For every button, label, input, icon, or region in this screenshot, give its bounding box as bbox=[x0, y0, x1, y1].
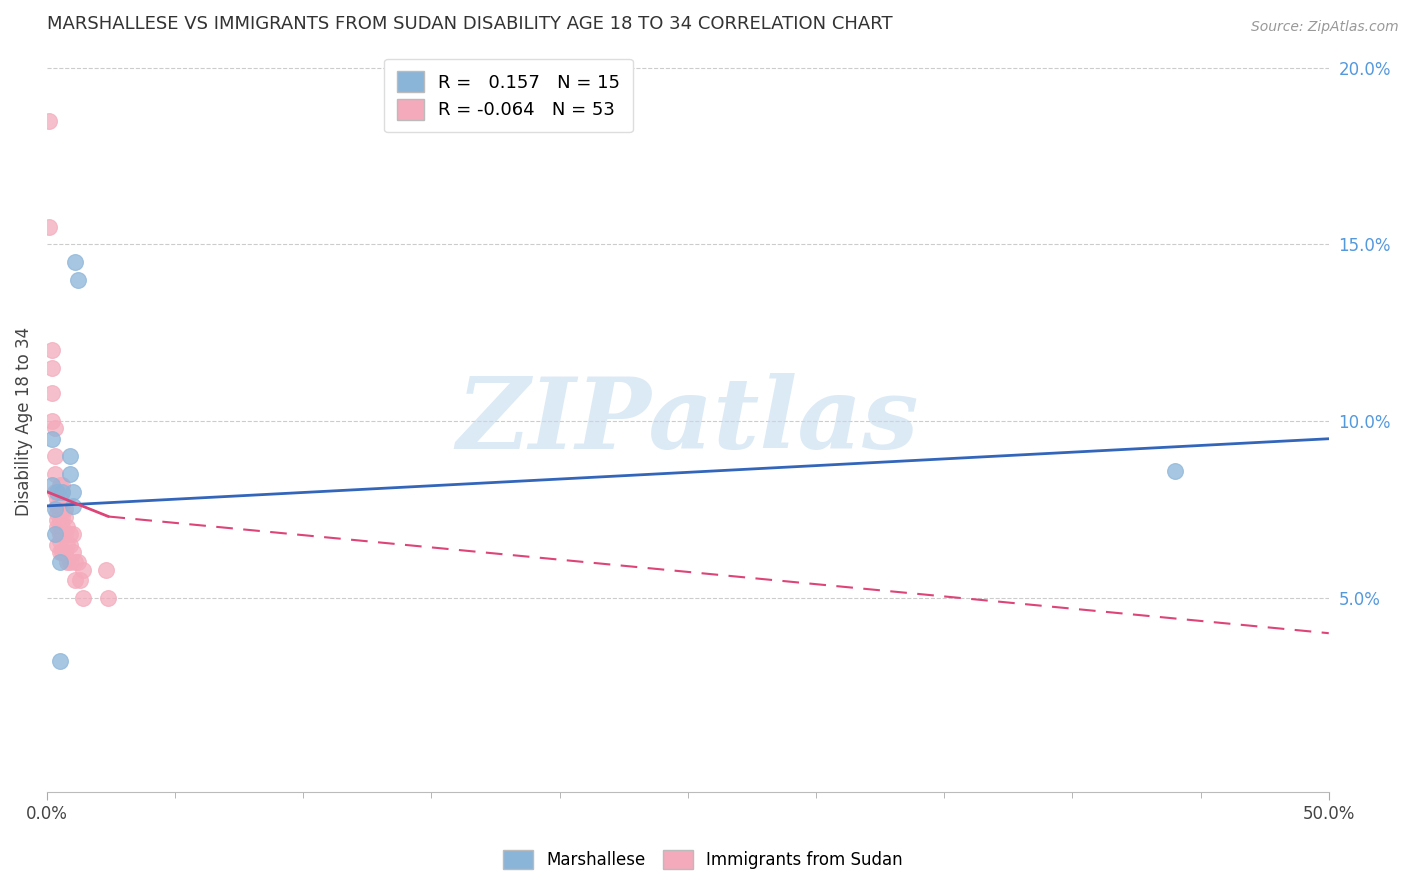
Text: ZIPatlas: ZIPatlas bbox=[457, 373, 920, 469]
Point bbox=[44, 502, 66, 516]
Point bbox=[46, 520, 69, 534]
Point bbox=[62, 527, 84, 541]
Point bbox=[48, 545, 70, 559]
Point bbox=[63, 573, 86, 587]
Text: Source: ZipAtlas.com: Source: ZipAtlas.com bbox=[1251, 20, 1399, 34]
Point bbox=[48, 655, 70, 669]
Point bbox=[69, 573, 91, 587]
Point bbox=[59, 538, 82, 552]
Point bbox=[41, 343, 63, 358]
Point bbox=[41, 385, 63, 400]
Point bbox=[48, 534, 70, 549]
Point bbox=[59, 527, 82, 541]
Point bbox=[62, 545, 84, 559]
Point bbox=[38, 113, 60, 128]
Point bbox=[51, 484, 73, 499]
Point bbox=[38, 219, 60, 234]
Point bbox=[72, 591, 94, 605]
Point bbox=[48, 520, 70, 534]
Y-axis label: Disability Age 18 to 34: Disability Age 18 to 34 bbox=[15, 326, 32, 516]
Point bbox=[62, 484, 84, 499]
Point bbox=[56, 520, 79, 534]
Point bbox=[41, 477, 63, 491]
Point bbox=[41, 432, 63, 446]
Point bbox=[44, 467, 66, 481]
Point bbox=[56, 538, 79, 552]
Point bbox=[53, 545, 76, 559]
Point bbox=[51, 509, 73, 524]
Point bbox=[46, 506, 69, 520]
Point bbox=[51, 527, 73, 541]
Point bbox=[53, 502, 76, 516]
Point bbox=[66, 272, 89, 286]
Point bbox=[48, 477, 70, 491]
Point bbox=[48, 484, 70, 499]
Legend: R =   0.157   N = 15, R = -0.064   N = 53: R = 0.157 N = 15, R = -0.064 N = 53 bbox=[384, 59, 633, 132]
Point bbox=[44, 421, 66, 435]
Point bbox=[46, 538, 69, 552]
Legend: Marshallese, Immigrants from Sudan: Marshallese, Immigrants from Sudan bbox=[494, 840, 912, 880]
Point bbox=[48, 513, 70, 527]
Point bbox=[46, 513, 69, 527]
Point bbox=[72, 563, 94, 577]
Point bbox=[51, 545, 73, 559]
Point bbox=[48, 491, 70, 506]
Point bbox=[63, 255, 86, 269]
Point bbox=[51, 484, 73, 499]
Point bbox=[53, 509, 76, 524]
Point bbox=[48, 506, 70, 520]
Point bbox=[46, 484, 69, 499]
Point bbox=[46, 499, 69, 513]
Point bbox=[97, 591, 120, 605]
Point bbox=[94, 563, 117, 577]
Point bbox=[46, 491, 69, 506]
Point bbox=[51, 520, 73, 534]
Point bbox=[48, 499, 70, 513]
Point bbox=[48, 527, 70, 541]
Point bbox=[51, 477, 73, 491]
Point bbox=[59, 556, 82, 570]
Point bbox=[44, 450, 66, 464]
Point bbox=[44, 527, 66, 541]
Point bbox=[51, 499, 73, 513]
Point bbox=[41, 361, 63, 376]
Point bbox=[66, 556, 89, 570]
Point bbox=[44, 484, 66, 499]
Point bbox=[56, 556, 79, 570]
Point bbox=[41, 414, 63, 428]
Point bbox=[59, 450, 82, 464]
Point bbox=[53, 527, 76, 541]
Point bbox=[48, 556, 70, 570]
Point bbox=[1164, 464, 1187, 478]
Point bbox=[62, 499, 84, 513]
Text: MARSHALLESE VS IMMIGRANTS FROM SUDAN DISABILITY AGE 18 TO 34 CORRELATION CHART: MARSHALLESE VS IMMIGRANTS FROM SUDAN DIS… bbox=[46, 15, 893, 33]
Point bbox=[63, 556, 86, 570]
Point bbox=[59, 467, 82, 481]
